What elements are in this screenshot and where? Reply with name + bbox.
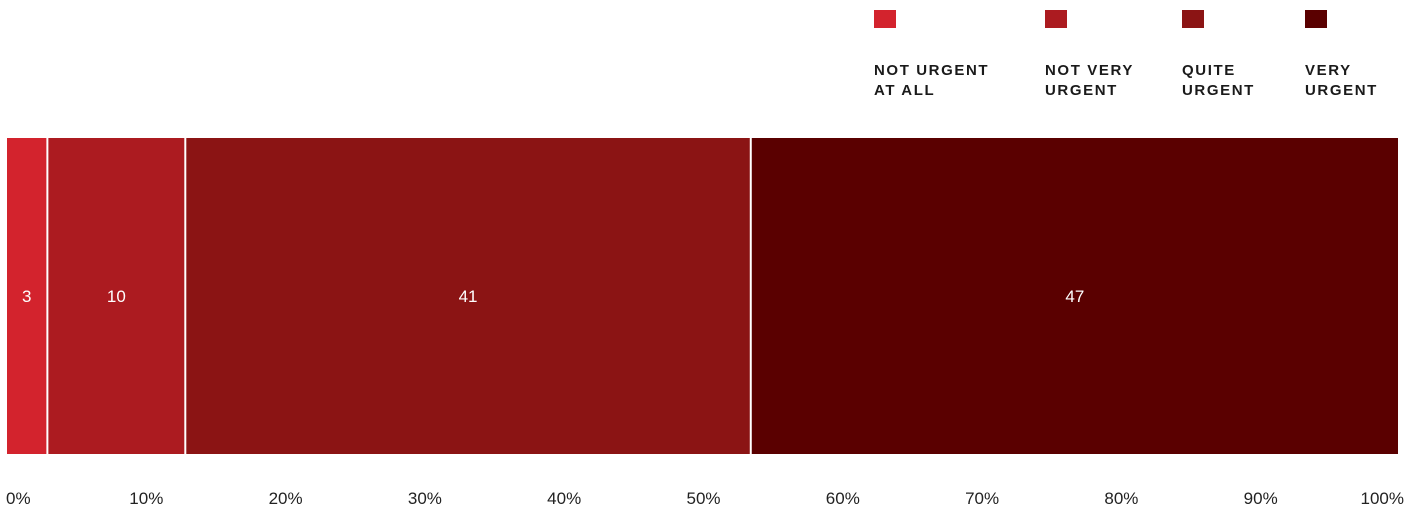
bar-value-label-not-urgent-at-all: 3 bbox=[22, 287, 31, 306]
legend-label-not-urgent-at-all: NOT URGENT AT ALL bbox=[874, 61, 994, 101]
legend-label-line: AT ALL bbox=[874, 82, 936, 99]
chart-legend: NOT URGENT AT ALL NOT VERY URGENT QUITE … bbox=[0, 0, 1416, 110]
legend-label-line: URGENT bbox=[1305, 82, 1378, 99]
legend-label-line: URGENT bbox=[1182, 82, 1255, 99]
legend-label-line: NOT VERY bbox=[1045, 62, 1134, 79]
legend-label-line: URGENT bbox=[1045, 82, 1118, 99]
x-tick-label: 10% bbox=[129, 489, 163, 508]
x-tick-label: 50% bbox=[686, 489, 720, 508]
x-tick-label: 100% bbox=[1361, 489, 1404, 508]
x-tick-label: 90% bbox=[1244, 489, 1278, 508]
x-axis-tick-labels: 0% 10% 20% 30% 40% 50% 60% 70% 80% 90% 100% bbox=[6, 489, 1404, 508]
legend-label-very-urgent: VERY URGENT bbox=[1305, 61, 1416, 101]
bar-segments bbox=[7, 138, 1398, 454]
legend-item-quite-urgent: QUITE URGENT bbox=[1182, 10, 1302, 101]
bar-segment-quite-urgent bbox=[186, 138, 750, 454]
bar-value-labels: 3 10 41 47 bbox=[22, 287, 1084, 306]
x-tick-label: 30% bbox=[408, 489, 442, 508]
legend-label-line: VERY bbox=[1305, 62, 1352, 79]
legend-swatch-quite-urgent bbox=[1182, 10, 1204, 28]
legend-item-not-urgent-at-all: NOT URGENT AT ALL bbox=[874, 10, 994, 101]
bar-segment-not-urgent-at-all bbox=[7, 138, 47, 454]
bar-segment-very-urgent bbox=[751, 138, 1398, 454]
bar-value-label-not-very-urgent: 10 bbox=[107, 287, 126, 306]
legend-label-not-very-urgent: NOT VERY URGENT bbox=[1045, 61, 1165, 101]
bar-value-label-quite-urgent: 41 bbox=[459, 287, 478, 306]
x-tick-label: 0% bbox=[6, 489, 31, 508]
legend-swatch-very-urgent bbox=[1305, 10, 1327, 28]
legend-swatch-not-urgent-at-all bbox=[874, 10, 896, 28]
x-tick-label: 60% bbox=[826, 489, 860, 508]
x-tick-label: 40% bbox=[547, 489, 581, 508]
legend-swatch-not-very-urgent bbox=[1045, 10, 1067, 28]
bar-segment-not-very-urgent bbox=[48, 138, 185, 454]
legend-item-very-urgent: VERY URGENT bbox=[1305, 10, 1416, 101]
x-tick-label: 20% bbox=[269, 489, 303, 508]
x-tick-label: 70% bbox=[965, 489, 999, 508]
legend-label-line: QUITE bbox=[1182, 62, 1236, 79]
legend-label-quite-urgent: QUITE URGENT bbox=[1182, 61, 1302, 101]
bar-value-label-very-urgent: 47 bbox=[1065, 287, 1084, 306]
legend-label-line: NOT URGENT bbox=[874, 62, 990, 79]
x-tick-label: 80% bbox=[1104, 489, 1138, 508]
legend-item-not-very-urgent: NOT VERY URGENT bbox=[1045, 10, 1165, 101]
